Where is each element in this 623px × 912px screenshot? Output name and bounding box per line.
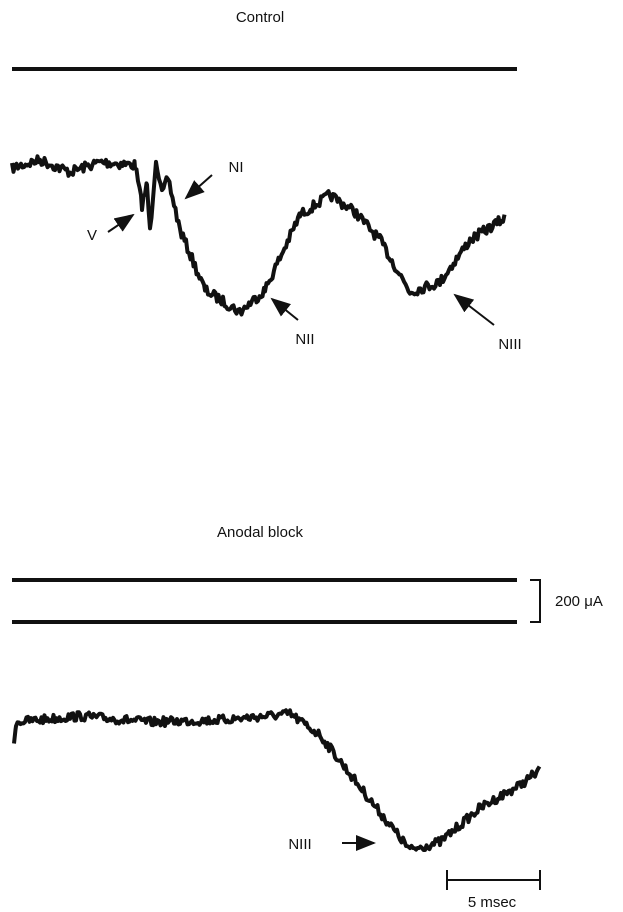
time-scale-bar [446,870,541,890]
time-scale-label: 5 msec [468,894,517,911]
panel-title: Anodal block [217,524,303,541]
arrow [453,293,495,326]
current-scale-bar [530,579,541,623]
panel-title: Control [236,9,284,26]
peak-label: V [87,227,97,244]
peak-label: NIII [288,836,311,853]
current-scale-label: 200 μA [555,593,603,610]
trace [10,154,507,317]
arrow [270,297,299,321]
peak-label: NII [295,331,314,348]
anodal-panel: Anodal block 200 μA NIII 5 msec [12,524,603,911]
control-panel: Control V NI NII NIII [10,9,522,353]
arrow [107,213,135,233]
trace [12,708,542,852]
peak-label: NI [229,159,244,176]
arrow [184,174,213,200]
peak-label: NIII [498,336,521,353]
